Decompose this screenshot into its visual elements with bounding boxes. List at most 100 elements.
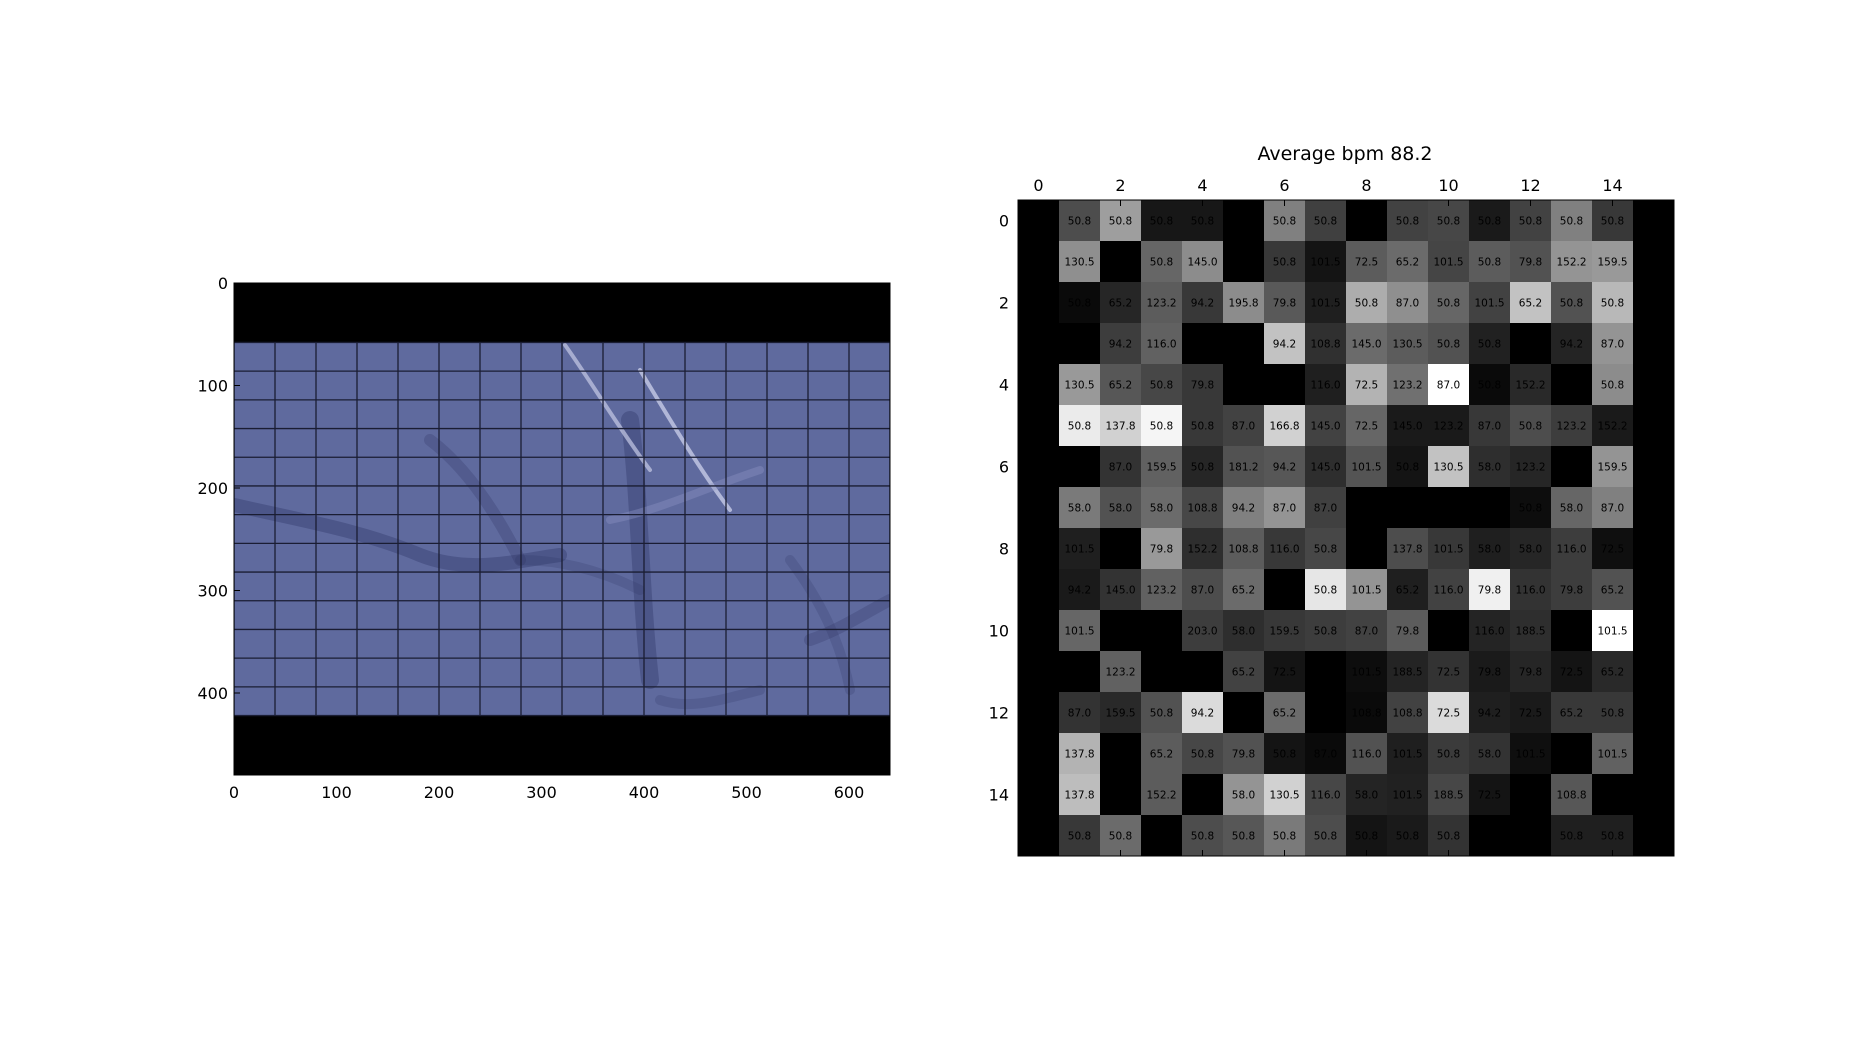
heatmap-cell [1305,692,1347,734]
cell-value-label: 72.5 [1437,667,1460,679]
heatmap-cell [1223,446,1265,488]
cell-value-label: 58.0 [1478,462,1501,474]
heatmap-cell [1141,323,1183,365]
heatmap-cell [1305,815,1347,857]
heatmap-cell [1264,323,1306,365]
heatmap-cell [1346,569,1388,611]
heatmap-cell [1469,692,1511,734]
x-tick-label: 0 [229,783,239,802]
heatmap-cell [1551,323,1593,365]
cell-value-label: 50.8 [1437,298,1460,310]
cell-value-label: 87.0 [1355,626,1378,638]
cell-value-label: 79.8 [1478,585,1501,597]
heatmap-cell [1141,364,1183,406]
heatmap-cell [1100,774,1142,816]
cell-value-label: 108.8 [1310,339,1340,351]
cell-value-label: 87.0 [1232,421,1255,433]
heatmap-cell [1387,241,1429,283]
cell-value-label: 50.8 [1191,216,1214,228]
cell-value-label: 195.8 [1228,298,1258,310]
cell-value-label: 87.0 [1396,298,1419,310]
heatmap-cell [1182,241,1224,283]
heatmap-cell [1592,774,1634,816]
heatmap-cell [1469,651,1511,693]
heatmap-cell [1182,323,1224,365]
x-tick-label: 10 [1438,176,1458,195]
heatmap-cell [1018,774,1060,816]
y-tick-label: 10 [989,622,1009,641]
heatmap-cell [1018,610,1060,652]
cell-value-label: 50.8 [1560,298,1583,310]
heatmap-cell [1264,487,1306,529]
heatmap-cell [1633,528,1675,570]
heatmap-cell [1141,815,1183,857]
cell-value-label: 65.2 [1601,585,1624,597]
heatmap-cell [1592,364,1634,406]
heatmap-cell [1387,282,1429,324]
cell-value-label: 50.8 [1150,257,1173,269]
heatmap-cell [1182,733,1224,775]
heatmap-cell [1633,651,1675,693]
cell-value-label: 50.8 [1601,831,1624,843]
heatmap-cell [1551,364,1593,406]
cell-value-label: 145.0 [1105,585,1135,597]
heatmap-cell [1469,733,1511,775]
cell-value-label: 94.2 [1191,708,1214,720]
cell-value-label: 79.8 [1560,585,1583,597]
cell-value-label: 50.8 [1314,216,1337,228]
cell-value-label: 94.2 [1068,585,1091,597]
cell-value-label: 50.8 [1273,257,1296,269]
heatmap-cell [1592,200,1634,242]
heatmap-cell [1551,282,1593,324]
heatmap-cell [1633,446,1675,488]
heatmap-cell [1223,528,1265,570]
cell-value-label: 145.0 [1351,339,1381,351]
cell-value-label: 87.0 [1191,585,1214,597]
heatmap-cell [1510,405,1552,447]
heatmap-panel: Average bpm 88.2 50.8 50.8 50.8 50.8 50.8 50.… [989,143,1675,857]
heatmap-cell [1059,364,1101,406]
heatmap-cell [1346,610,1388,652]
heatmap-frame [1017,199,1675,857]
heatmap-cell [1264,569,1306,611]
heatmap-cell [1223,282,1265,324]
heatmap-cell [1592,323,1634,365]
heatmap-cell [1018,323,1060,365]
heatmap-cell [1100,651,1142,693]
heatmap-cell [1059,692,1101,734]
heatmap-cell [1264,774,1306,816]
heatmap-cell [1469,610,1511,652]
heatmap-cell [1510,733,1552,775]
heatmap-cell [1018,692,1060,734]
heatmap-cell [1551,815,1593,857]
cell-value-label: 87.0 [1109,462,1132,474]
heatmap-cell [1469,528,1511,570]
heatmap-cell [1100,446,1142,488]
heatmap-cell [1633,733,1675,775]
heatmap-cell [1018,200,1060,242]
cell-value-label: 50.8 [1560,831,1583,843]
heatmap-cell [1100,692,1142,734]
cell-value-label: 108.8 [1392,708,1422,720]
cell-value-label: 87.0 [1314,749,1337,761]
cell-value-label: 50.8 [1601,380,1624,392]
heatmap-cell [1182,692,1224,734]
heatmap-cell [1387,692,1429,734]
heatmap-cell [1100,364,1142,406]
y-tick-label: 200 [197,479,228,498]
cell-value-label: 108.8 [1228,544,1258,556]
heatmap-cell [1346,446,1388,488]
cell-value-label: 116.0 [1515,585,1545,597]
heatmap-cell [1223,569,1265,611]
cell-value-label: 65.2 [1273,708,1296,720]
heatmap-cell [1305,569,1347,611]
heatmap-cell [1346,733,1388,775]
heatmap-cell [1551,446,1593,488]
cell-value-label: 87.0 [1068,708,1091,720]
cell-value-label: 72.5 [1273,667,1296,679]
cell-value-label: 50.8 [1355,831,1378,843]
cell-value-label: 116.0 [1269,544,1299,556]
cell-value-label: 50.8 [1150,216,1173,228]
x-tick-label: 14 [1602,176,1622,195]
